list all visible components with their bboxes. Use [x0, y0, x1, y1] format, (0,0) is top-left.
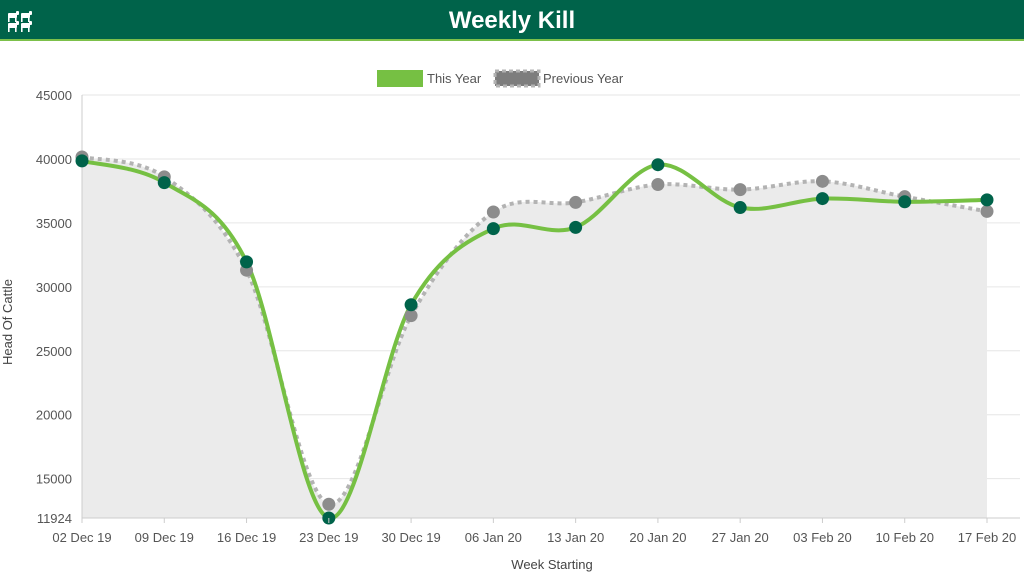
x-tick-label: 02 Dec 19 [52, 530, 111, 545]
y-tick-label: 35000 [36, 216, 72, 231]
chart-legend: This Year Previous Year [377, 69, 624, 88]
data-point-this-year[interactable] [569, 220, 583, 234]
data-point-this-year[interactable] [980, 193, 994, 207]
data-point-previous-year[interactable] [651, 178, 665, 192]
data-point-this-year[interactable] [651, 158, 665, 172]
data-point-previous-year[interactable] [569, 195, 583, 209]
x-tick-label: 27 Jan 20 [712, 530, 769, 545]
data-point-previous-year[interactable] [733, 183, 747, 197]
y-axis-ticks: 11924 15000 20000 25000 30000 35000 40000 45000 [36, 88, 72, 526]
legend-swatch-this-year[interactable] [377, 70, 423, 87]
data-point-this-year[interactable] [815, 192, 829, 206]
chart-area-fill [82, 157, 987, 518]
data-point-this-year[interactable] [486, 222, 500, 236]
legend-swatch-previous-year[interactable] [493, 69, 541, 88]
data-point-previous-year[interactable] [815, 174, 829, 188]
data-point-previous-year[interactable] [486, 205, 500, 219]
weekly-kill-chart: This Year Previous Year 02 Dec 19 09 Dec … [0, 69, 1020, 572]
y-tick-label: 11924 [37, 511, 72, 526]
header-bar: Weekly Kill [0, 0, 1024, 41]
x-tick-label: 06 Jan 20 [465, 530, 522, 545]
data-point-this-year[interactable] [157, 176, 171, 190]
x-tick-label: 03 Feb 20 [793, 530, 852, 545]
data-point-previous-year[interactable] [980, 204, 994, 218]
data-point-previous-year[interactable] [322, 497, 336, 511]
x-tick-label: 16 Dec 19 [217, 530, 276, 545]
data-point-this-year[interactable] [75, 154, 89, 168]
legend-label-this-year[interactable]: This Year [427, 71, 482, 86]
data-point-previous-year[interactable] [404, 309, 418, 323]
y-tick-label: 25000 [36, 344, 72, 359]
page-title: Weekly Kill [448, 7, 576, 34]
x-tick-label: 30 Dec 19 [381, 530, 440, 545]
data-point-this-year[interactable] [240, 255, 254, 269]
x-tick-label: 09 Dec 19 [135, 530, 194, 545]
y-tick-label: 30000 [36, 280, 72, 295]
cattle-herd-icon [8, 11, 32, 32]
x-tick-label: 13 Jan 20 [547, 530, 604, 545]
y-tick-label: 20000 [36, 408, 72, 423]
y-tick-label: 40000 [36, 152, 72, 167]
y-tick-label: 45000 [36, 88, 72, 103]
legend-label-previous-year[interactable]: Previous Year [543, 71, 624, 86]
data-point-this-year[interactable] [733, 201, 747, 215]
x-tick-label: 17 Feb 20 [958, 530, 1017, 545]
series-points-this-year [75, 154, 994, 525]
x-tick-label: 23 Dec 19 [299, 530, 358, 545]
x-tick-label: 10 Feb 20 [875, 530, 934, 545]
x-axis-title: Week Starting [511, 557, 592, 572]
x-tick-label: 20 Jan 20 [629, 530, 686, 545]
data-point-this-year[interactable] [404, 298, 418, 312]
y-axis-title: Head Of Cattle [0, 279, 15, 365]
y-tick-label: 15000 [36, 472, 72, 487]
x-axis-ticks: 02 Dec 19 09 Dec 19 16 Dec 19 23 Dec 19 30 D… [52, 518, 1016, 545]
data-point-this-year[interactable] [898, 195, 912, 209]
